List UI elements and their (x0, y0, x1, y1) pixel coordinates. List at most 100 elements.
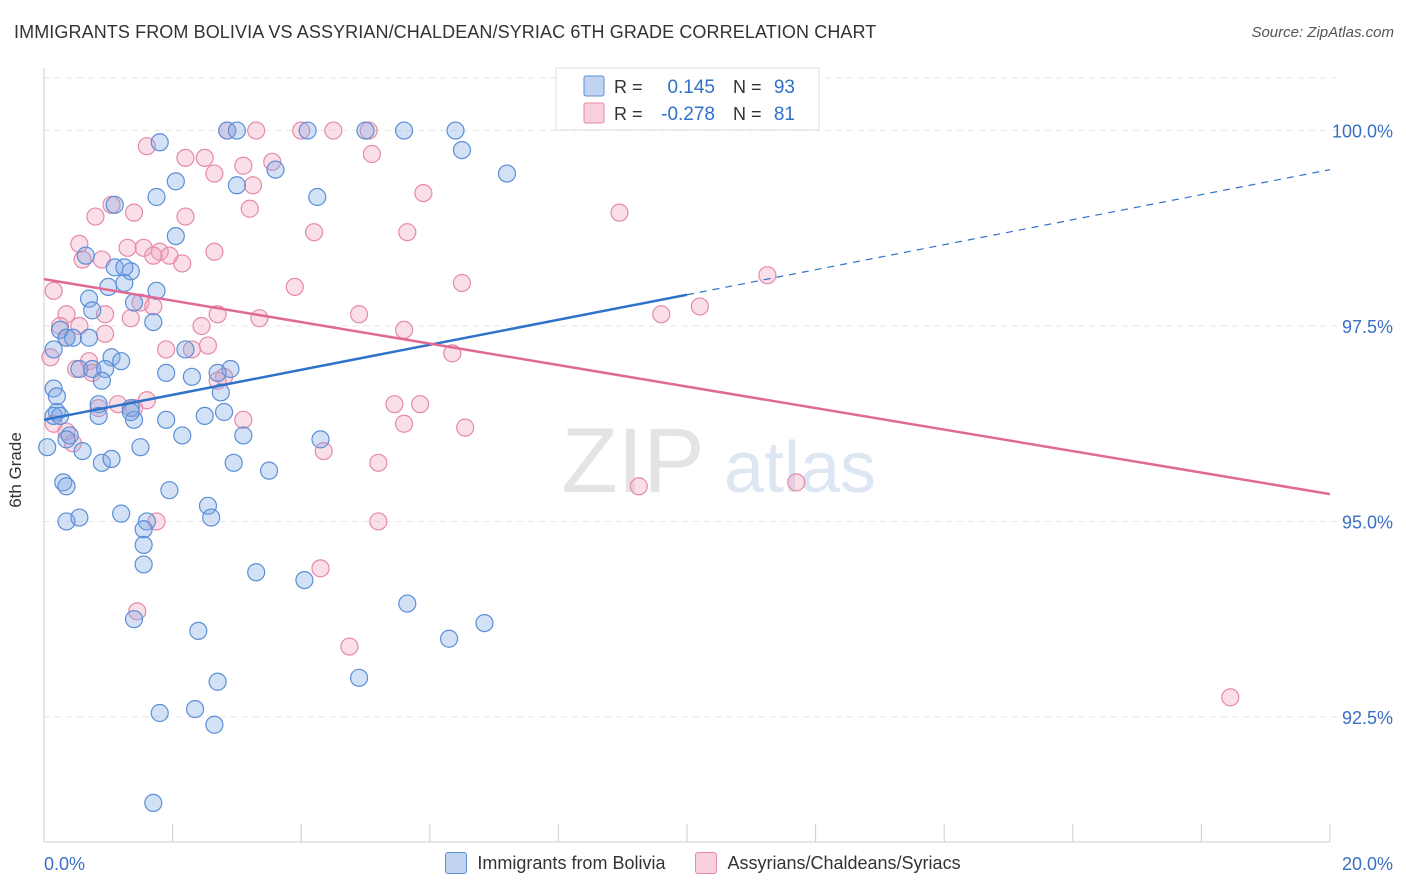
point-assyrians (176, 148, 195, 168)
point-bolivia (189, 621, 208, 641)
point-bolivia (115, 273, 134, 293)
point-assyrians (411, 395, 430, 414)
point-bolivia (446, 121, 465, 140)
point-bolivia (452, 140, 472, 160)
point-bolivia (173, 426, 192, 445)
point-bolivia (157, 363, 176, 383)
series-blue-points (38, 121, 517, 813)
x-tick-label-max: 20.0% (1342, 854, 1393, 874)
point-assyrians (690, 297, 709, 316)
point-assyrians (247, 121, 266, 140)
point-assyrians (86, 207, 105, 226)
point-bolivia (176, 340, 195, 359)
point-assyrians (205, 164, 224, 183)
point-assyrians (394, 414, 414, 433)
point-bolivia (198, 496, 218, 515)
chart-title: IMMIGRANTS FROM BOLIVIA VS ASSYRIAN/CHAL… (14, 22, 877, 42)
point-bolivia (124, 293, 144, 312)
point-assyrians (758, 266, 777, 285)
point-bolivia (73, 441, 92, 461)
point-assyrians (57, 305, 76, 324)
legend-top-n-label-2: N = (733, 104, 762, 124)
point-assyrians (385, 395, 404, 414)
point-assyrians (144, 246, 163, 265)
point-assyrians (652, 305, 671, 324)
point-bolivia (144, 793, 163, 813)
point-assyrians (192, 316, 211, 336)
point-assyrians (398, 223, 417, 242)
legend-swatch-pink (695, 852, 718, 874)
point-assyrians (340, 637, 359, 656)
legend-top-r-value-2: -0.278 (661, 104, 715, 125)
point-bolivia (134, 555, 153, 574)
point-bolivia (202, 508, 221, 527)
point-bolivia (195, 406, 214, 426)
y-tick-label: 95.0% (1342, 512, 1393, 532)
point-bolivia (112, 352, 131, 371)
chart-source: Source: ZipAtlas.com (1251, 24, 1394, 41)
point-assyrians (456, 418, 475, 437)
point-bolivia (182, 367, 201, 386)
point-bolivia (95, 359, 115, 379)
point-bolivia (63, 328, 83, 347)
point-assyrians (70, 316, 89, 336)
point-bolivia (70, 508, 89, 527)
point-assyrians (349, 305, 369, 324)
point-bolivia (150, 133, 169, 152)
point-assyrians (95, 324, 115, 343)
point-assyrians (205, 242, 224, 261)
point-assyrians (124, 203, 144, 222)
trend-line-bolivia (43, 293, 688, 422)
point-assyrians (44, 281, 63, 300)
y-tick-label: 97.5% (1342, 317, 1393, 337)
legend-item-assyrians: Assyrians/Chaldeans/Syriacs (695, 852, 961, 874)
point-bolivia (227, 121, 246, 140)
point-assyrians (243, 176, 263, 195)
point-bolivia (92, 371, 111, 390)
point-assyrians (195, 148, 214, 168)
point-bolivia (166, 172, 185, 191)
legend-top-n-value-2: 81 (774, 104, 795, 125)
point-bolivia (131, 438, 150, 457)
series-pink-points (41, 121, 1240, 707)
x-tick-label-min: 0.0% (44, 854, 85, 874)
y-tick-label: 92.5% (1342, 708, 1393, 728)
point-bolivia (79, 328, 99, 347)
point-bolivia (247, 563, 266, 582)
point-bolivia (147, 281, 166, 300)
point-assyrians (629, 477, 648, 496)
point-bolivia (398, 594, 417, 613)
point-assyrians (240, 199, 259, 218)
point-bolivia (83, 359, 102, 379)
point-bolivia (76, 246, 95, 265)
point-bolivia (89, 406, 108, 426)
point-assyrians (324, 121, 343, 140)
point-bolivia (211, 383, 230, 402)
legend-top-r-label-1: R = (614, 77, 643, 97)
point-bolivia (57, 328, 76, 347)
legend-label-bolivia: Immigrants from Bolivia (477, 852, 666, 873)
point-assyrians (362, 144, 382, 164)
point-bolivia (308, 187, 327, 207)
point-bolivia (205, 715, 224, 734)
y-tick-label: 100.0% (1332, 122, 1393, 142)
point-assyrians (176, 207, 195, 226)
trend-lines (43, 169, 1331, 496)
point-bolivia (38, 438, 57, 457)
point-assyrians (292, 121, 311, 140)
legend-item-bolivia: Immigrants from Bolivia (445, 852, 665, 874)
legend-swatch-blue (445, 852, 468, 874)
point-bolivia (134, 535, 153, 555)
legend-top-swatch-blue (583, 75, 605, 97)
point-assyrians (311, 559, 330, 578)
point-bolivia (166, 226, 185, 246)
point-bolivia (57, 430, 76, 449)
point-bolivia (475, 613, 494, 633)
point-bolivia (259, 461, 279, 480)
point-bolivia (218, 121, 237, 140)
point-bolivia (150, 703, 169, 723)
point-assyrians (787, 473, 806, 492)
point-bolivia (227, 176, 246, 195)
point-assyrians (369, 453, 388, 472)
point-assyrians (394, 320, 414, 340)
